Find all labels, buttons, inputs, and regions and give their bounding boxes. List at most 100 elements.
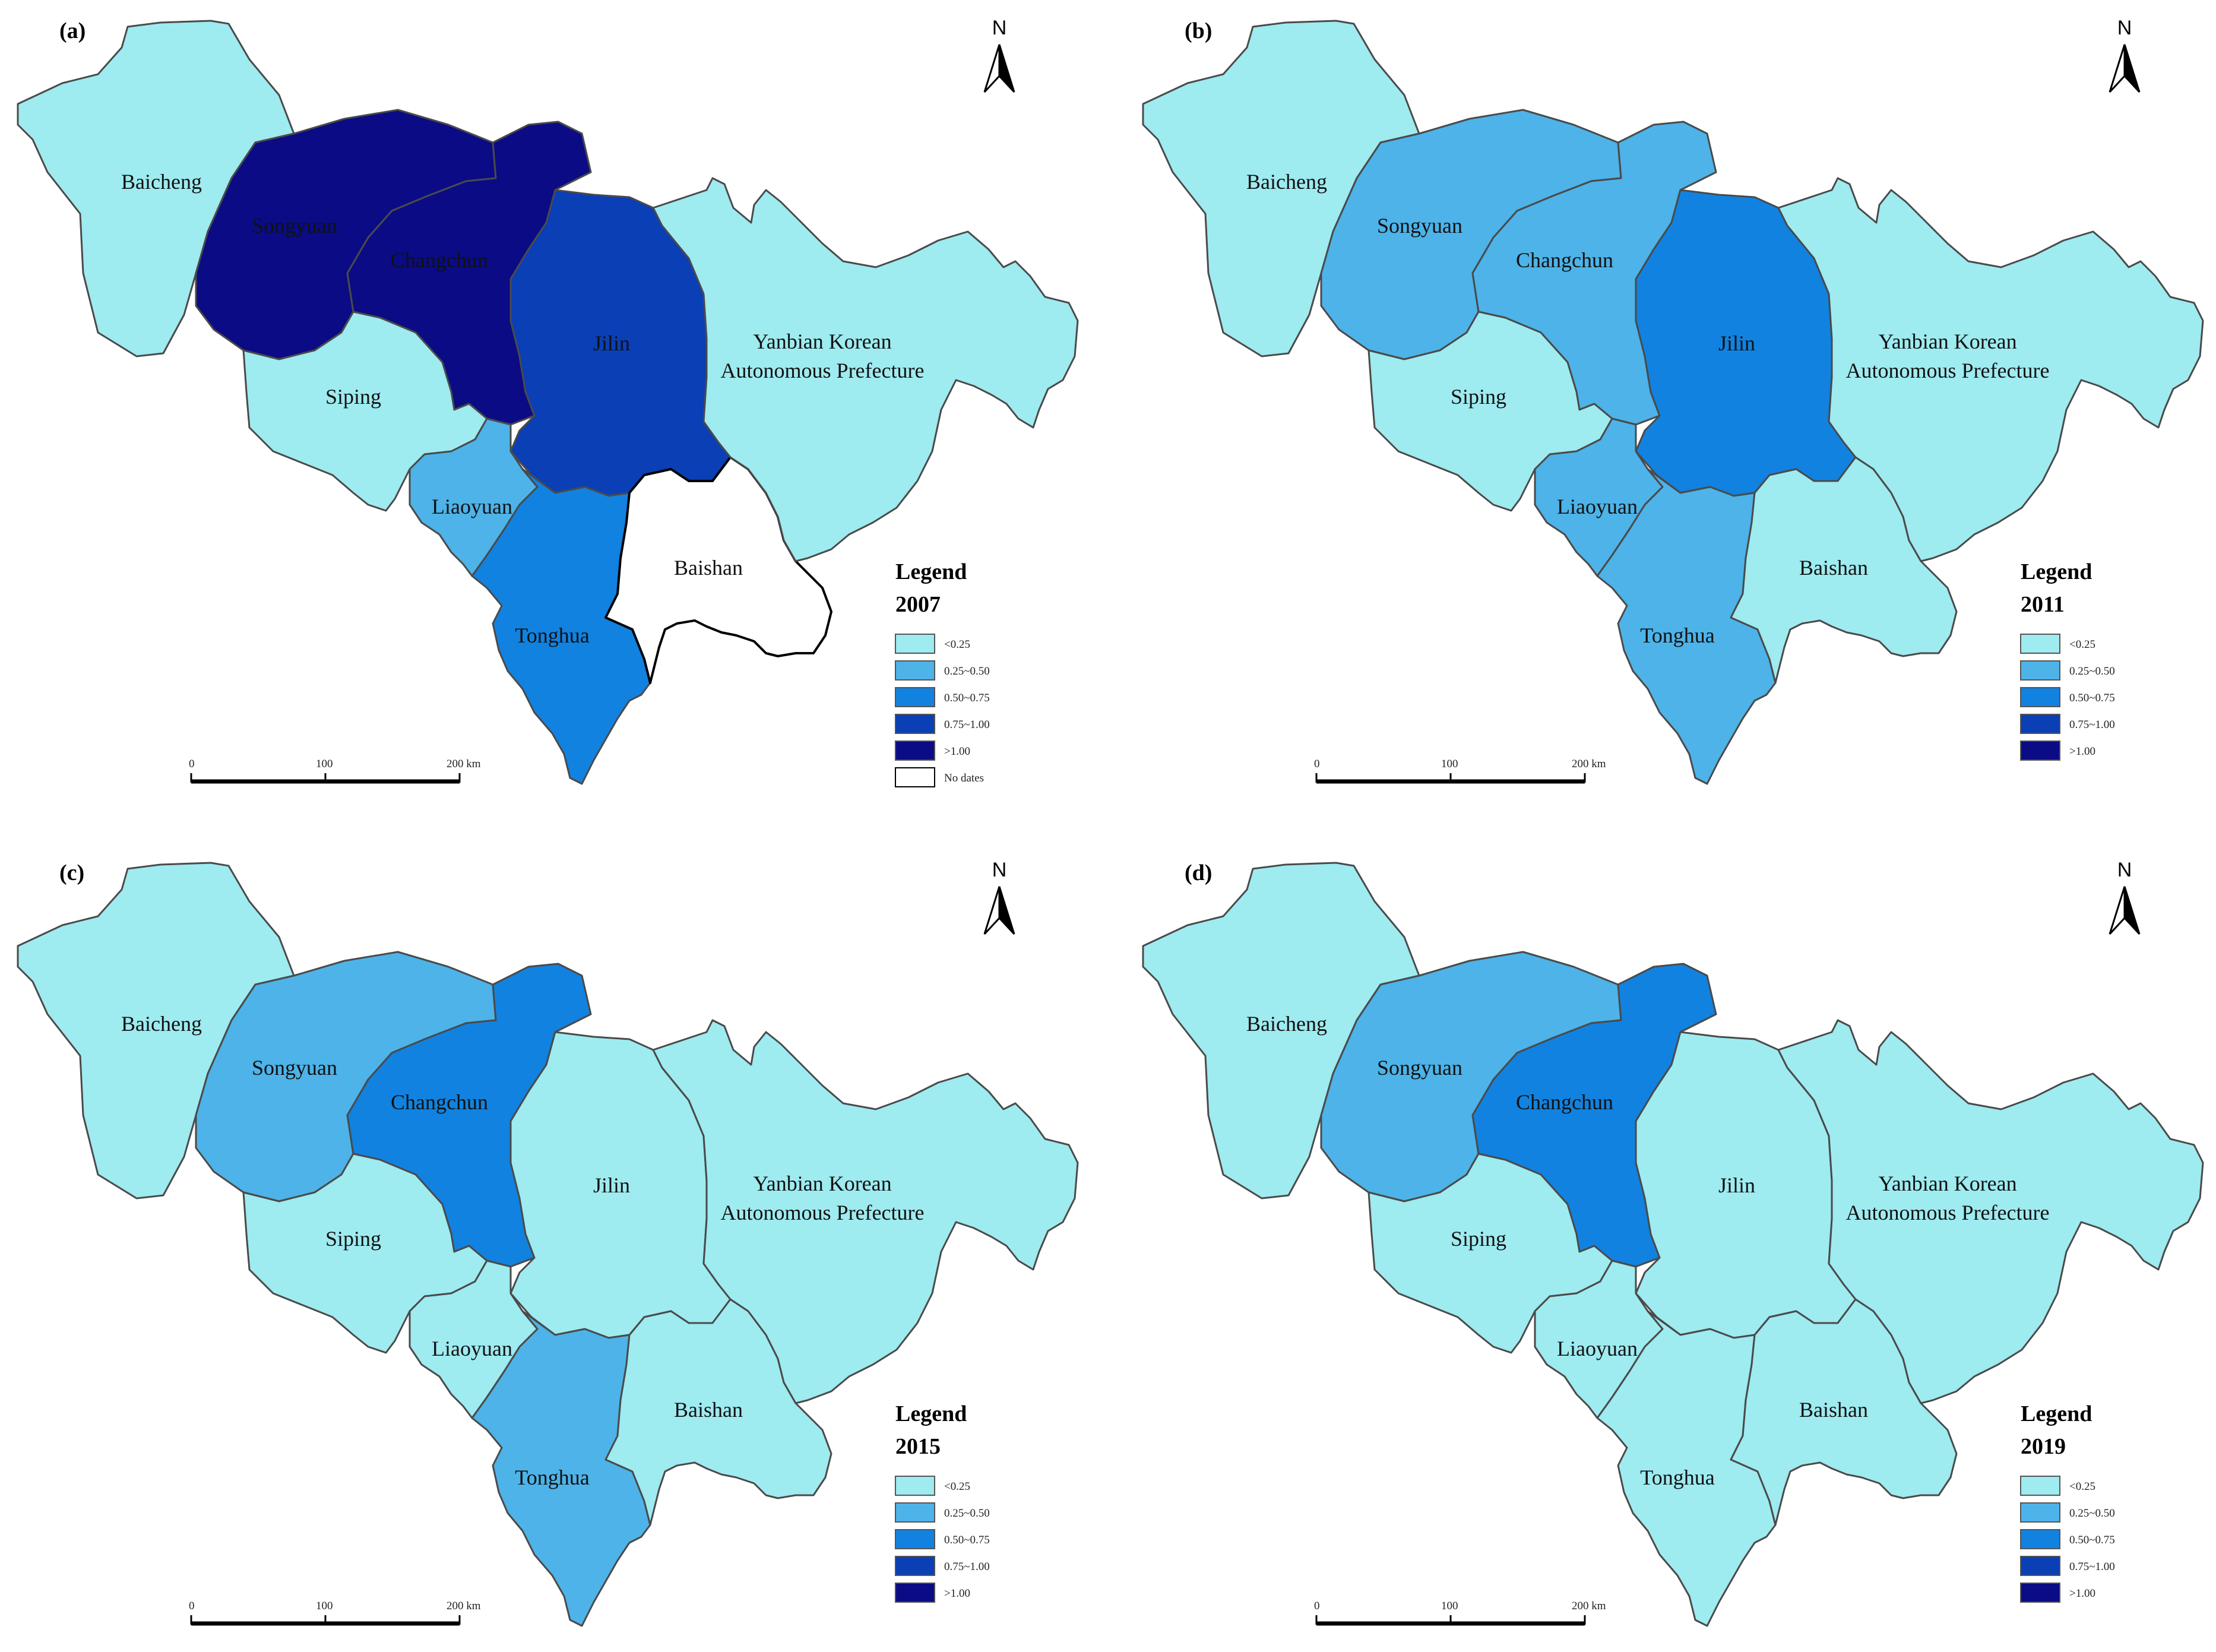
legend-label-1: <0.25 xyxy=(2069,638,2095,651)
legend-title: Legend xyxy=(895,1401,967,1426)
region-label-yanbian-2: Autonomous Prefecture xyxy=(1846,1201,2050,1224)
region-label-jilin: Jilin xyxy=(1718,331,1755,355)
region-label-liaoyuan: Liaoyuan xyxy=(1557,1337,1638,1360)
north-arrow-left-half xyxy=(983,886,1001,935)
legend-label-3: 0.50~0.75 xyxy=(944,692,990,704)
north-arrow-icon: N xyxy=(983,17,1015,93)
legend-year: 2015 xyxy=(895,1434,941,1459)
region-label-songyuan: Songyuan xyxy=(1377,1056,1462,1080)
region-label-yanbian-2: Autonomous Prefecture xyxy=(721,1201,925,1224)
legend-swatch-4 xyxy=(2020,714,2060,734)
region-label-liaoyuan: Liaoyuan xyxy=(432,1337,512,1360)
north-arrow-left-half xyxy=(2109,44,2126,93)
legend-swatch-5 xyxy=(895,1583,935,1603)
legend-label-no-data: No dates xyxy=(944,772,984,784)
region-label-yanbian-2: Autonomous Prefecture xyxy=(721,359,925,382)
legend-label-2: 0.25~0.50 xyxy=(2069,665,2115,678)
legend-swatch-2 xyxy=(2020,1502,2060,1523)
scale-bar-label-3: 200 km xyxy=(1572,758,1606,770)
legend-title: Legend xyxy=(2021,1401,2092,1426)
region-label-changchun: Changchun xyxy=(1516,1090,1613,1114)
north-arrow-right-half xyxy=(998,44,1015,93)
panel-letter: (b) xyxy=(1185,18,1212,43)
legend-label-1: <0.25 xyxy=(944,638,970,651)
region-label-baicheng: Baicheng xyxy=(1246,1012,1327,1036)
region-label-siping: Siping xyxy=(1451,385,1506,409)
north-arrow-right-half xyxy=(2123,886,2141,935)
region-label-liaoyuan: Liaoyuan xyxy=(1557,495,1638,518)
legend-label-5: >1.00 xyxy=(2069,745,2095,758)
legend-label-1: <0.25 xyxy=(944,1480,970,1493)
north-arrow-icon: N xyxy=(2109,859,2141,935)
legend-swatch-3 xyxy=(2020,687,2060,707)
north-arrow-right-half xyxy=(2123,44,2141,93)
scale-bar-label-3: 200 km xyxy=(447,1600,481,1612)
legend-label-4: 0.75~1.00 xyxy=(944,719,990,731)
region-label-changchun: Changchun xyxy=(391,248,488,272)
region-label-jilin: Jilin xyxy=(593,1173,630,1197)
legend: Legend 2011 <0.25 0.25~0.50 0.50~0.75 0.75~1.… xyxy=(2020,559,2115,761)
scale-bar-label-1: 0 xyxy=(189,758,195,770)
map-panel-3: Baicheng Songyuan Changchun Jilin Siping Liao… xyxy=(17,859,1079,1627)
legend-swatch-2 xyxy=(895,660,935,681)
scale-bar-label-2: 100 xyxy=(1441,758,1458,770)
region-label-baishan: Baishan xyxy=(674,556,743,580)
legend-swatch-3 xyxy=(2020,1529,2060,1549)
region-label-baicheng: Baicheng xyxy=(121,1012,202,1036)
scale-bar: 0 100 200 km xyxy=(189,1600,481,1626)
region-label-songyuan: Songyuan xyxy=(252,214,337,238)
north-label: N xyxy=(2117,859,2132,881)
legend-swatch-5 xyxy=(2020,740,2060,761)
north-arrow-right-half xyxy=(998,886,1015,935)
region-label-baicheng: Baicheng xyxy=(121,170,202,194)
legend-label-1: <0.25 xyxy=(2069,1480,2095,1493)
region-label-songyuan: Songyuan xyxy=(252,1056,337,1080)
north-label: N xyxy=(992,17,1007,39)
legend-label-4: 0.75~1.00 xyxy=(2069,719,2115,731)
north-label: N xyxy=(2117,17,2132,39)
legend-label-3: 0.50~0.75 xyxy=(944,1534,990,1546)
north-label: N xyxy=(992,859,1007,881)
region-label-yanbian-2: Autonomous Prefecture xyxy=(1846,359,2050,382)
region-label-yanbian-1: Yanbian Korean xyxy=(1878,330,2016,353)
legend-label-4: 0.75~1.00 xyxy=(2069,1561,2115,1573)
legend-swatch-2 xyxy=(2020,660,2060,681)
north-arrow-icon: N xyxy=(983,859,1015,935)
panel-letter: (a) xyxy=(59,18,86,43)
region-yanbian xyxy=(1777,177,2204,562)
legend-year: 2019 xyxy=(2021,1434,2066,1459)
region-label-tonghua: Tonghua xyxy=(1640,1466,1714,1489)
region-label-siping: Siping xyxy=(325,385,381,409)
scale-bar-label-1: 0 xyxy=(1314,758,1320,770)
region-label-tonghua: Tonghua xyxy=(515,624,589,647)
legend-swatch-1 xyxy=(895,634,935,654)
panel-letter: (c) xyxy=(59,860,84,885)
region-label-changchun: Changchun xyxy=(1516,248,1613,272)
legend-label-2: 0.25~0.50 xyxy=(2069,1507,2115,1520)
legend-swatch-4 xyxy=(2020,1556,2060,1576)
region-label-baishan: Baishan xyxy=(674,1398,743,1422)
region-label-yanbian-1: Yanbian Korean xyxy=(1878,1172,2016,1195)
region-label-siping: Siping xyxy=(325,1227,381,1251)
legend-label-4: 0.75~1.00 xyxy=(944,1561,990,1573)
legend-label-2: 0.25~0.50 xyxy=(944,1507,990,1520)
legend-year: 2007 xyxy=(895,592,941,617)
scale-bar-label-2: 100 xyxy=(1441,1600,1458,1612)
legend-year: 2011 xyxy=(2021,592,2065,617)
scale-bar: 0 100 200 km xyxy=(1314,1600,1606,1626)
scale-bar-label-1: 0 xyxy=(1314,1600,1320,1612)
region-label-changchun: Changchun xyxy=(391,1090,488,1114)
legend-label-5: >1.00 xyxy=(944,745,970,758)
legend-title: Legend xyxy=(2021,559,2092,584)
region-label-jilin: Jilin xyxy=(593,331,630,355)
legend: Legend 2015 <0.25 0.25~0.50 0.50~0.75 0.75~1.… xyxy=(895,1401,990,1603)
legend: Legend 2019 <0.25 0.25~0.50 0.50~0.75 0.75~1.… xyxy=(2020,1401,2115,1603)
region-label-siping: Siping xyxy=(1451,1227,1506,1251)
map-panel-2: Baicheng Songyuan Changchun Jilin Siping Liao… xyxy=(1142,17,2204,785)
legend: Legend 2007 <0.25 0.25~0.50 0.50~0.75 0.75~1.… xyxy=(895,559,990,787)
region-label-baishan: Baishan xyxy=(1799,1398,1868,1422)
scale-bar: 0 100 200 km xyxy=(189,758,481,784)
legend-swatch-3 xyxy=(895,1529,935,1549)
legend-swatch-2 xyxy=(895,1502,935,1523)
